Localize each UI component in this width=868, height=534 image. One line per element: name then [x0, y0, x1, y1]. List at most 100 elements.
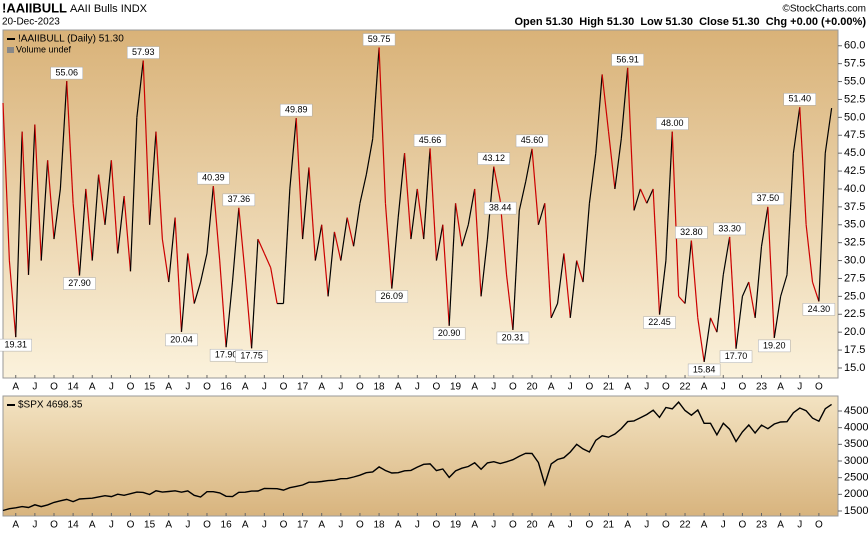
- x-tick-label: 21: [603, 520, 615, 531]
- x-tick-label: 19: [450, 382, 462, 393]
- line-segment: [525, 148, 533, 182]
- x-tick-label: A: [165, 382, 172, 393]
- line-segment: [620, 67, 629, 139]
- x-tick-label: O: [50, 382, 58, 393]
- volume-label: Volume undef: [16, 44, 72, 54]
- x-tick-label: 17: [297, 382, 309, 393]
- line-segment: [748, 281, 756, 318]
- x-tick-label: J: [491, 382, 496, 393]
- line-segment: [352, 203, 361, 247]
- x-tick-label: J: [415, 520, 420, 531]
- line-segment: [142, 60, 151, 225]
- line-segment: [66, 81, 74, 204]
- value-label: 40.39: [202, 173, 225, 183]
- line-segment: [799, 107, 807, 225]
- line-segment: [741, 281, 750, 297]
- line-segment: [735, 296, 743, 349]
- value-label-box: [496, 331, 530, 345]
- y-tick-label: 25.0: [844, 290, 865, 302]
- x-tick-label: J: [644, 520, 649, 531]
- line-segment: [250, 239, 259, 349]
- line-segment: [327, 231, 336, 297]
- line-segment: [34, 124, 42, 261]
- y-tick-label: 40.0: [844, 183, 865, 195]
- x-tick-label: O: [433, 520, 441, 531]
- x-tick-label: O: [509, 520, 517, 531]
- x-tick-label: 23: [756, 382, 768, 393]
- x-tick-label: 19: [450, 520, 462, 531]
- value-label: 19.31: [4, 339, 27, 349]
- line-segment: [697, 317, 705, 363]
- x-tick-label: J: [568, 520, 573, 531]
- line-segment: [200, 253, 208, 283]
- line-segment: [231, 207, 240, 283]
- x-tick-label: O: [50, 520, 58, 531]
- y-tick-label: 37.5: [844, 201, 865, 213]
- line-segment: [760, 206, 769, 247]
- x-tick-label: J: [338, 382, 343, 393]
- value-label: 17.90: [215, 350, 238, 360]
- value-label: 27.90: [68, 278, 91, 288]
- line-segment: [270, 267, 278, 304]
- y-tick-label: 42.5: [844, 165, 865, 177]
- line-segment: [607, 131, 616, 190]
- line-segment: [537, 203, 546, 225]
- line-segment: [47, 160, 55, 240]
- line-segment: [722, 236, 731, 275]
- value-label: 43.12: [483, 153, 506, 163]
- line-segment: [531, 148, 540, 225]
- value-label-box: [675, 226, 708, 239]
- line-segment: [117, 196, 125, 254]
- line-segment: [716, 274, 724, 333]
- line-segment: [614, 138, 622, 190]
- line-segment: [244, 274, 253, 349]
- y-tick-label: 3000: [844, 455, 868, 467]
- value-label: 20.31: [502, 332, 525, 342]
- line-segment: [633, 188, 641, 211]
- x-tick-label: 14: [68, 520, 80, 531]
- value-label-box: [783, 93, 817, 106]
- subtitle: AAII Bulls INDX: [70, 3, 148, 15]
- value-label: 37.36: [228, 194, 251, 204]
- line-segment: [588, 153, 597, 204]
- line-segment: [282, 188, 291, 304]
- line-segment: [818, 153, 826, 302]
- x-tick-label: O: [356, 382, 364, 393]
- value-label-box: [656, 117, 689, 130]
- x-tick-label: O: [662, 520, 670, 531]
- value-label: 26.09: [381, 291, 404, 301]
- title: !AAIIBULL: [2, 0, 67, 15]
- line-segment: [397, 153, 406, 218]
- line-segment: [658, 260, 667, 315]
- line-segment: [372, 47, 380, 139]
- line-segment: [652, 188, 661, 315]
- x-tick-label: J: [491, 520, 496, 531]
- line-segment: [773, 296, 782, 338]
- value-label: 20.04: [170, 334, 193, 344]
- y-tick-label: 57.5: [844, 58, 865, 70]
- value-label: 17.75: [240, 351, 263, 361]
- x-tick-label: 16: [221, 520, 233, 531]
- x-tick-label: O: [586, 520, 594, 531]
- line-segment: [15, 131, 23, 338]
- x-tick-label: 14: [68, 382, 80, 393]
- line-segment: [582, 203, 591, 283]
- value-label-box: [362, 33, 396, 46]
- value-label-box: [611, 53, 644, 67]
- value-label: 37.50: [757, 193, 780, 203]
- line-segment: [27, 124, 36, 275]
- x-tick-label: O: [280, 520, 288, 531]
- x-tick-label: J: [797, 382, 802, 393]
- x-tick-label: A: [12, 520, 19, 531]
- x-tick-label: O: [433, 382, 441, 393]
- line-segment: [454, 203, 463, 247]
- x-tick-label: 17: [297, 520, 309, 531]
- x-tick-label: J: [185, 382, 190, 393]
- line-segment: [416, 188, 425, 240]
- y-tick-label: 4500: [844, 405, 868, 417]
- y-tick-label: 30.0: [844, 254, 865, 266]
- y-tick-label: 27.5: [844, 272, 865, 284]
- value-label-box: [515, 134, 549, 148]
- line-segment: [467, 188, 476, 225]
